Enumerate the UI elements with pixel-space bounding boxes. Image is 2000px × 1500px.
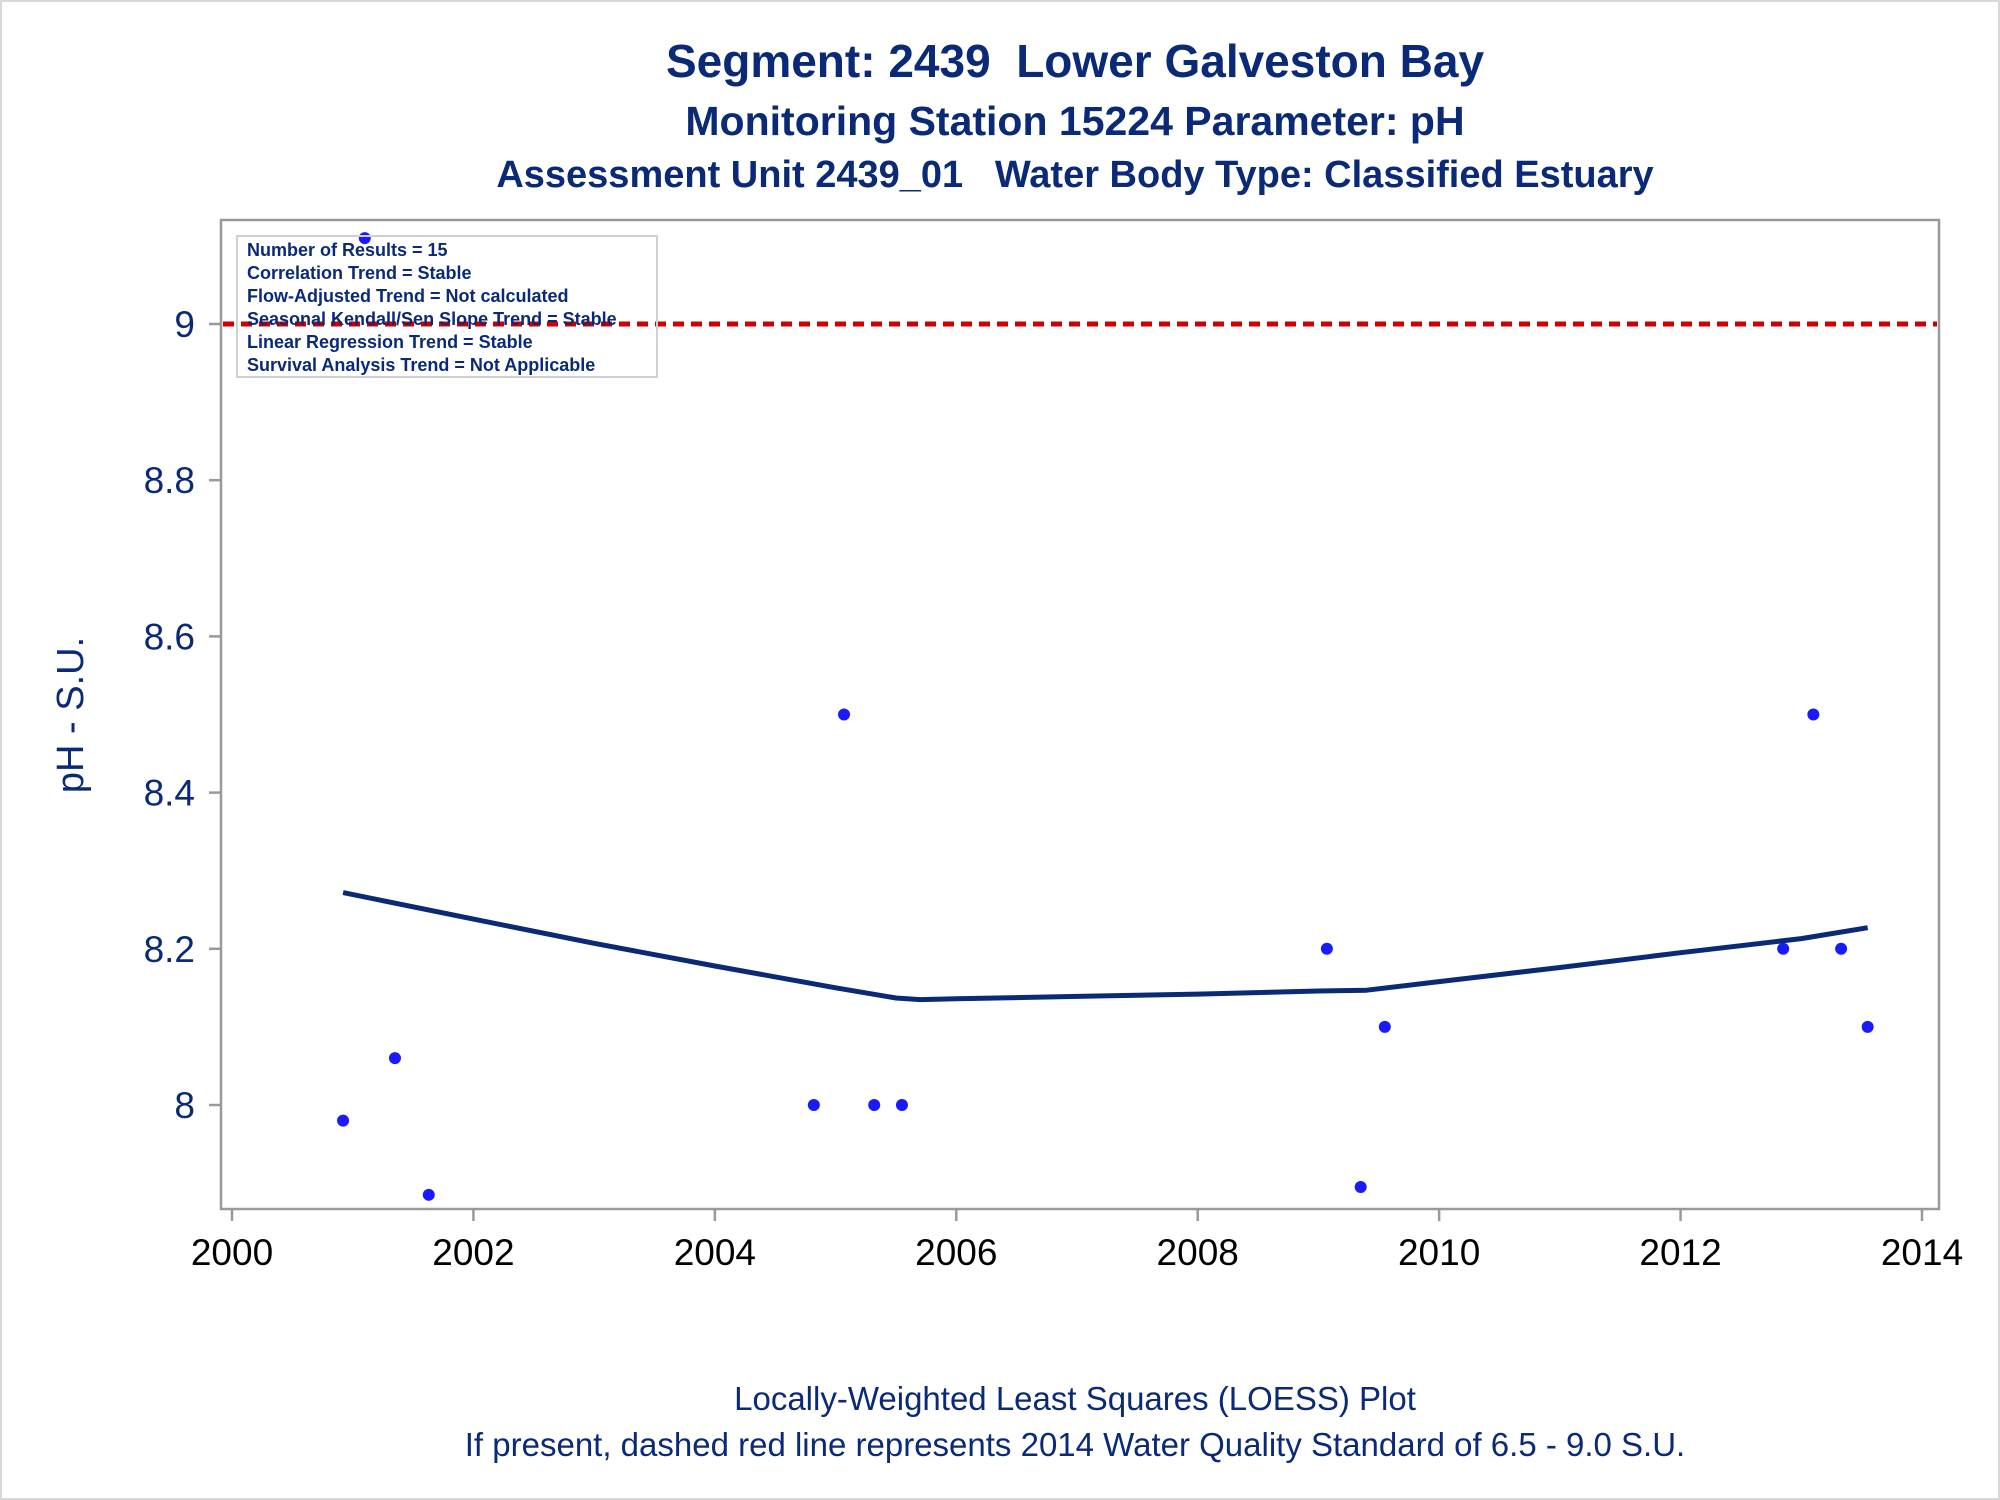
stats-inset-line: Linear Regression Trend = Stable xyxy=(247,332,533,352)
chart-subtitle-station: Monitoring Station 15224 Parameter: pH xyxy=(685,98,1465,144)
data-point xyxy=(838,708,851,721)
x-tick-label: 2000 xyxy=(191,1232,273,1273)
marks-layer xyxy=(223,232,1937,1201)
axes-layer: 8 8.2 8.4 8.6 8.8 9 2000 2002 2004 2006 2008 2010 20… xyxy=(144,218,1963,1273)
data-point xyxy=(1835,942,1848,955)
stats-inset: Number of Results = 15 Correlation Trend… xyxy=(236,235,658,378)
chart-footnote-loess: Locally-Weighted Least Squares (LOESS) P… xyxy=(734,1380,1416,1417)
x-tick-label: 2010 xyxy=(1398,1232,1480,1273)
data-point xyxy=(807,1099,820,1111)
x-tick-label: 2014 xyxy=(1881,1232,1963,1273)
stats-inset-box xyxy=(236,235,658,378)
data-point xyxy=(1807,708,1820,721)
data-point xyxy=(868,1099,881,1111)
plot-area-frame xyxy=(219,218,1941,1211)
x-tick-label: 2012 xyxy=(1639,1232,1721,1273)
chart-footnote-standard: If present, dashed red line represents 2… xyxy=(464,1426,1686,1463)
data-point xyxy=(1861,1020,1874,1033)
data-point xyxy=(895,1099,908,1111)
stats-inset-line: Flow-Adjusted Trend = Not calculated xyxy=(247,286,569,306)
stats-inset-line: Correlation Trend = Stable xyxy=(247,263,472,283)
y-tick-label: 8.2 xyxy=(144,929,195,970)
y-axis-label: pH - S.U. xyxy=(50,637,92,793)
stats-inset-line: Survival Analysis Trend = Not Applicable xyxy=(247,355,595,375)
data-point xyxy=(337,1114,350,1127)
x-tick-label: 2008 xyxy=(1157,1232,1239,1273)
data-point xyxy=(1777,942,1790,955)
x-tick-label: 2002 xyxy=(432,1232,514,1273)
data-point xyxy=(1320,942,1333,955)
data-point xyxy=(388,1052,401,1065)
x-tick-label: 2006 xyxy=(915,1232,997,1273)
data-point xyxy=(1378,1020,1391,1033)
y-tick-label: 8 xyxy=(174,1085,195,1126)
y-tick-label: 8.6 xyxy=(144,616,195,657)
stats-inset-line: Seasonal Kendall/Sen Slope Trend = Stabl… xyxy=(247,309,617,329)
chart-subtitle-assessment: Assessment Unit 2439_01 Water Body Type:… xyxy=(496,154,1654,196)
stats-inset-line: Number of Results = 15 xyxy=(247,240,448,260)
data-point xyxy=(1354,1181,1367,1194)
x-tick-label: 2004 xyxy=(674,1232,756,1273)
y-tick-label: 8.4 xyxy=(144,773,195,814)
chart-title: Segment: 2439 Lower Galveston Bay xyxy=(665,35,1485,87)
y-tick-label: 8.8 xyxy=(144,460,195,501)
data-point xyxy=(422,1188,435,1201)
loess-trend-line xyxy=(342,890,1869,1003)
y-tick-label: 9 xyxy=(174,304,195,345)
